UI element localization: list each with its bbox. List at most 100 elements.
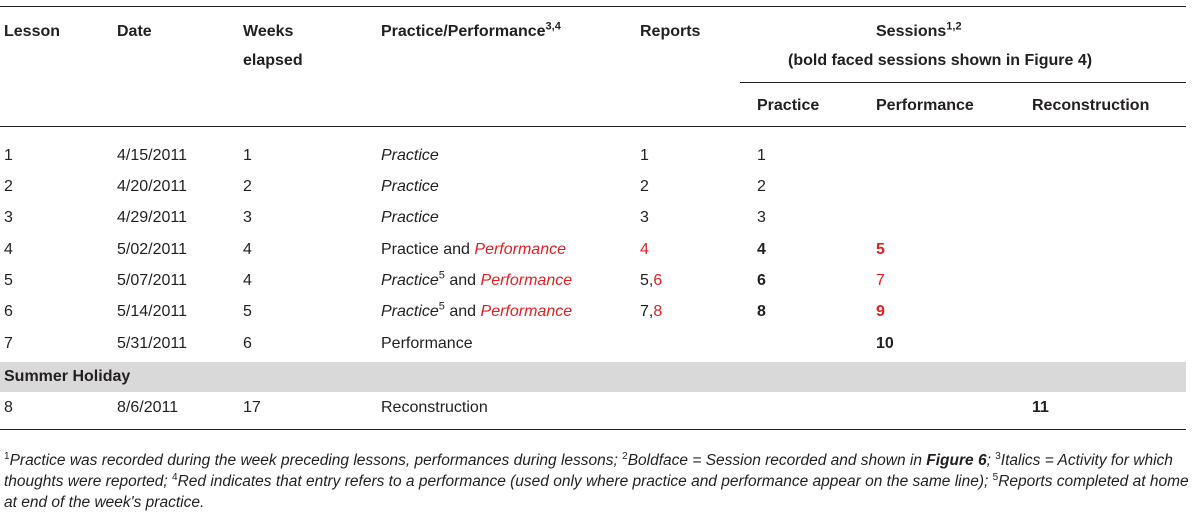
activity-practice: Practice xyxy=(381,303,439,320)
summer-holiday-band xyxy=(0,362,1186,392)
cell-reports: 7,8 xyxy=(640,302,662,322)
cell-activity: Practice5 and Performance xyxy=(381,300,573,322)
cell-reports: 2 xyxy=(640,178,649,195)
activity-and: and xyxy=(438,241,475,258)
cell-weeks: 2 xyxy=(243,178,252,195)
activity-and: and xyxy=(444,272,481,289)
cell-date: 5/14/2011 xyxy=(117,303,187,320)
cell-lesson: 3 xyxy=(4,209,13,226)
summer-holiday-label: Summer Holiday xyxy=(4,368,131,385)
sessions-subrule xyxy=(740,82,1186,83)
cell-session-practice: 2 xyxy=(757,178,766,195)
footnote-marker-4: 4 xyxy=(172,471,178,483)
table-row: 2 4/20/2011 2 Practice 2 2 xyxy=(0,177,1186,197)
footnote-marker-5: 5 xyxy=(992,471,999,483)
cell-lesson: 5 xyxy=(4,272,13,289)
footnote-3: Italics = Activity for which thoughts we… xyxy=(4,452,1173,490)
header-sessions-note: (bold faced sessions shown in Figure 4) xyxy=(788,52,1093,69)
top-rule xyxy=(0,6,1186,7)
footnote-2b: ; xyxy=(986,452,996,469)
cell-session-performance: 9 xyxy=(876,303,885,320)
cell-weeks: 4 xyxy=(243,241,252,258)
cell-session-practice: 8 xyxy=(757,303,766,320)
cell-reports: 4 xyxy=(640,241,649,258)
cell-date: 8/6/2011 xyxy=(117,399,179,416)
cell-session-performance: 7 xyxy=(876,272,885,289)
header-weeks-line1: Weeks xyxy=(243,23,294,40)
header-sessions-label: Sessions xyxy=(876,23,947,40)
cell-weeks: 3 xyxy=(243,209,252,226)
cell-weeks: 17 xyxy=(243,399,261,416)
footnote-5: Reports completed at home at end of the … xyxy=(4,473,1189,511)
footnote-marker-3: 3 xyxy=(995,450,1001,462)
bottom-rule xyxy=(0,429,1186,430)
header-pp-sup: 3,4 xyxy=(545,20,561,33)
table-row: 7 5/31/2011 6 Performance 10 xyxy=(0,334,1186,354)
cell-weeks: 6 xyxy=(243,335,252,352)
report-performance: 8 xyxy=(653,303,663,320)
cell-activity: Practice xyxy=(381,209,439,226)
header-lesson: Lesson xyxy=(4,23,61,40)
table-row: 4 5/02/2011 4 Practice and Performance 4… xyxy=(0,240,1186,260)
table-row: 1 4/15/2011 1 Practice 1 1 xyxy=(0,146,1186,166)
cell-lesson: 2 xyxy=(4,178,13,195)
cell-date: 5/07/2011 xyxy=(117,272,187,289)
cell-date: 5/02/2011 xyxy=(117,241,187,258)
activity-practice: Practice xyxy=(381,241,439,258)
cell-weeks: 4 xyxy=(243,272,252,289)
header-date: Date xyxy=(117,23,152,40)
table-row: 3 4/29/2011 3 Practice 3 3 xyxy=(0,208,1186,228)
cell-activity: Practice and Performance xyxy=(381,240,566,260)
cell-reports: 1 xyxy=(640,147,649,164)
cell-lesson: 6 xyxy=(4,303,13,320)
table-row: 5 5/07/2011 4 Practice5 and Performance … xyxy=(0,269,1186,291)
cell-weeks: 5 xyxy=(243,303,252,320)
cell-session-reconstruction: 11 xyxy=(1032,399,1049,416)
cell-session-practice: 6 xyxy=(757,272,766,289)
activity-and: and xyxy=(444,303,481,320)
report-sep: , xyxy=(648,272,654,289)
footnote-marker-2: 2 xyxy=(622,450,628,462)
cell-lesson: 1 xyxy=(4,147,13,164)
cell-activity: Practice xyxy=(381,147,439,164)
footnote-figure-ref: Figure 6 xyxy=(926,452,987,469)
activity-footnote-ref: 5 xyxy=(438,269,445,282)
header-sessions-sup: 1,2 xyxy=(946,20,962,33)
activity-footnote-ref: 5 xyxy=(438,300,445,313)
cell-activity: Practice xyxy=(381,178,439,195)
header-practice-performance: Practice/Performance3,4 xyxy=(381,20,561,42)
cell-session-practice: 4 xyxy=(757,241,766,258)
table-footnote: 1Practice was recorded during the week p… xyxy=(4,450,1196,513)
cell-activity: Reconstruction xyxy=(381,399,488,416)
cell-lesson: 8 xyxy=(4,399,13,416)
report-performance: 6 xyxy=(653,272,663,289)
header-bottom-rule xyxy=(0,126,1186,127)
table-row: 6 5/14/2011 5 Practice5 and Performance … xyxy=(0,300,1186,322)
report-practice: 5 xyxy=(640,272,649,289)
footnote-marker-1: 1 xyxy=(4,450,10,462)
activity-performance: Performance xyxy=(474,241,566,258)
cell-date: 5/31/2011 xyxy=(117,335,187,352)
activity-performance: Performance xyxy=(480,303,573,320)
footnote-2a: Boldface = Session recorded and shown in xyxy=(627,452,927,469)
header-pp-label: Practice/Performance xyxy=(381,23,546,40)
header-reports: Reports xyxy=(640,23,701,40)
cell-lesson: 7 xyxy=(4,335,13,352)
cell-date: 4/20/2011 xyxy=(117,178,187,195)
header-weeks-line2: elapsed xyxy=(243,52,303,69)
table-row: 8 8/6/2011 17 Reconstruction 11 xyxy=(0,398,1186,418)
cell-reports: 5,6 xyxy=(640,271,662,291)
cell-lesson: 4 xyxy=(4,241,13,258)
header-sub-practice: Practice xyxy=(757,97,820,114)
cell-session-performance: 5 xyxy=(876,241,885,258)
header-sub-performance: Performance xyxy=(876,97,974,114)
report-sep: , xyxy=(648,303,654,320)
cell-activity: Performance xyxy=(381,335,473,352)
cell-session-practice: 1 xyxy=(757,147,766,164)
cell-activity: Practice5 and Performance xyxy=(381,269,572,291)
footnote-1: Practice was recorded during the week pr… xyxy=(9,452,623,469)
footnote-4: Red indicates that entry refers to a per… xyxy=(177,473,993,490)
cell-reports: 3 xyxy=(640,209,649,226)
header-sessions: Sessions1,2 xyxy=(876,20,962,42)
